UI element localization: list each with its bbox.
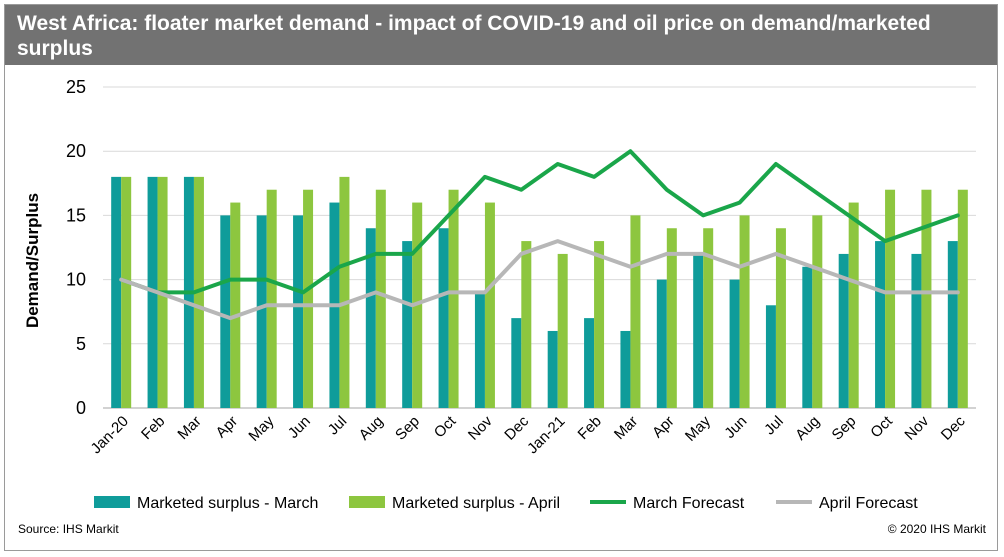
x-tick-label: Oct (431, 412, 460, 441)
legend-label: April Forecast (819, 495, 918, 512)
bar (911, 253, 922, 408)
y-axis-label: Demand/Surplus (23, 193, 42, 328)
bar (739, 215, 750, 408)
series-line (119, 239, 960, 321)
bar (656, 279, 667, 408)
bar (630, 215, 641, 408)
bar (838, 253, 849, 408)
x-tick-label: Apr (213, 413, 242, 442)
legend-swatch (94, 496, 130, 508)
x-tick-label: Feb (575, 413, 605, 443)
x-tick-label: Jan-21 (524, 413, 568, 457)
x-tick-label: Mar (611, 413, 641, 443)
bar (438, 228, 449, 408)
x-tick-label: Nov (465, 412, 496, 443)
chart-title: West Africa: floater market demand - imp… (17, 12, 931, 60)
x-tick-label: Dec (501, 412, 532, 443)
x-tick-label: Feb (138, 413, 168, 443)
x-tick-label: Sep (392, 413, 423, 444)
bar (448, 189, 459, 408)
y-tick-label: 20 (66, 141, 86, 161)
bar (111, 176, 122, 408)
bar (266, 189, 277, 408)
bar (812, 215, 823, 408)
bar (121, 176, 132, 408)
legend-swatch (349, 496, 385, 508)
copyright-note: © 2020 IHS Markit (887, 522, 986, 536)
bar (547, 330, 558, 408)
x-tick-label: Mar (174, 413, 204, 443)
bar (402, 241, 413, 408)
bar (620, 330, 631, 408)
x-tick-label: Oct (867, 412, 896, 441)
bar (220, 215, 231, 408)
bar (256, 215, 267, 408)
bar (957, 189, 968, 408)
bar (921, 189, 932, 408)
bar (802, 266, 813, 408)
bar (703, 228, 714, 408)
bar (474, 292, 485, 408)
bar (230, 202, 241, 408)
bar (303, 189, 314, 408)
x-tick-label: Jul (325, 413, 351, 439)
bar (693, 253, 704, 408)
bar (666, 228, 677, 408)
x-tick-label: May (682, 412, 714, 444)
y-tick-label: 10 (66, 270, 86, 290)
series-line (119, 149, 960, 295)
bar (511, 318, 522, 408)
bar (729, 279, 740, 408)
bar (484, 202, 495, 408)
bar (885, 189, 896, 408)
bar (375, 189, 386, 408)
bar (521, 241, 532, 408)
bar (765, 305, 776, 408)
bar (339, 176, 350, 408)
bar (293, 215, 304, 408)
x-tick-label: Aug (792, 413, 823, 444)
legend-label: Marketed surplus - March (137, 495, 318, 512)
x-tick-label: Jul (761, 413, 787, 439)
y-tick-label: 5 (76, 334, 86, 354)
x-tick-label: Dec (938, 412, 969, 443)
bar (365, 228, 376, 408)
x-tick-label: Sep (829, 413, 860, 444)
x-tick-label: Aug (356, 413, 387, 444)
x-tick-label: Jun (721, 413, 750, 442)
title-bar: West Africa: floater market demand - imp… (5, 5, 997, 65)
bar (875, 241, 886, 408)
source-note: Source: IHS Markit (18, 522, 119, 536)
y-tick-label: 25 (66, 77, 86, 97)
bar (775, 228, 786, 408)
bar (557, 253, 568, 408)
legend-label: March Forecast (633, 495, 745, 512)
x-tick-label: May (245, 412, 277, 444)
y-tick-label: 0 (76, 398, 86, 418)
x-tick-label: Jan-20 (88, 413, 132, 457)
bar (848, 202, 859, 408)
bar (947, 241, 958, 408)
x-tick-label: Jun (285, 413, 314, 442)
x-tick-label: Nov (901, 412, 932, 443)
legend-label: Marketed surplus - April (392, 495, 560, 512)
bar (594, 241, 605, 408)
bar (584, 318, 595, 408)
y-tick-label: 15 (66, 205, 86, 225)
x-tick-label: Apr (649, 413, 678, 442)
